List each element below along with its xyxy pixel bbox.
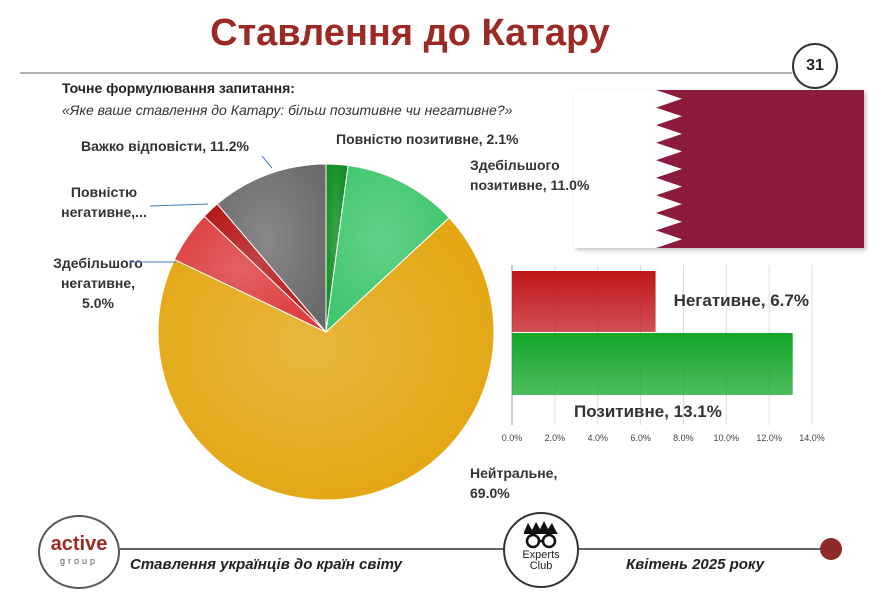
- bar-tick-label-7: 14.0%: [799, 433, 825, 443]
- pie-label-4: Повністю негативне,...: [61, 184, 147, 220]
- active-group-logo: active group: [38, 515, 120, 589]
- title-divider: [20, 72, 792, 74]
- slide-title: Ставлення до Катару: [210, 12, 610, 54]
- bar-tick-label-1: 2.0%: [545, 433, 566, 443]
- logo-subword: group: [59, 556, 99, 566]
- pie-label-2: Нейтральне, 69.0%: [470, 465, 557, 501]
- footer-date: Квітень 2025 року: [626, 556, 765, 573]
- bar-data-label-0: Негативне, 6.7%: [674, 291, 809, 310]
- bar-tick-label-2: 4.0%: [587, 433, 608, 443]
- pie-slice-1: [325, 164, 450, 334]
- footer-survey-title: Ставлення українців до країн світу: [130, 556, 402, 573]
- bar-tick-label-4: 8.0%: [673, 433, 694, 443]
- bar-data-label-1: Позитивне, 13.1%: [574, 402, 722, 421]
- pie-leader-5: [261, 155, 273, 169]
- page-number: 31: [792, 43, 838, 89]
- glasses-face-icon: [524, 521, 558, 549]
- experts-club-logo: Experts Club: [503, 512, 579, 588]
- footer-divider: [120, 548, 820, 550]
- bar-tick-label-6: 12.0%: [756, 433, 782, 443]
- qatar-flag-graphic: [574, 90, 682, 248]
- bar-tick-label-3: 6.0%: [630, 433, 651, 443]
- pie-label-0: Повністю позитивне, 2.1%: [336, 131, 519, 147]
- pie-label-1: Здебільшого позитивне, 11.0%: [470, 157, 590, 193]
- pie-label-3: Здебільшого негативне, 5.0%: [53, 255, 143, 311]
- qatar-flag: [574, 90, 864, 248]
- logo-line-1: Experts: [522, 549, 560, 561]
- logo-word: active: [50, 533, 108, 555]
- flag-white-field: [574, 90, 682, 248]
- bar-0: [512, 271, 656, 332]
- pie-slice-5: [216, 163, 327, 334]
- logo-line-2: Club: [529, 560, 553, 572]
- question-heading: Точне формулювання запитання:: [62, 80, 295, 96]
- pie-leader-4: [149, 203, 209, 207]
- bar-tick-label-5: 10.0%: [714, 433, 740, 443]
- bar-tick-label-0: 0.0%: [502, 433, 523, 443]
- pie-slice-2: [157, 217, 495, 501]
- pie-label-5: Важко відповісти, 11.2%: [81, 138, 249, 154]
- question-text: «Яке ваше ставлення до Катару: більш поз…: [62, 102, 513, 118]
- bar-1: [512, 333, 793, 395]
- footer-dot: [820, 538, 842, 560]
